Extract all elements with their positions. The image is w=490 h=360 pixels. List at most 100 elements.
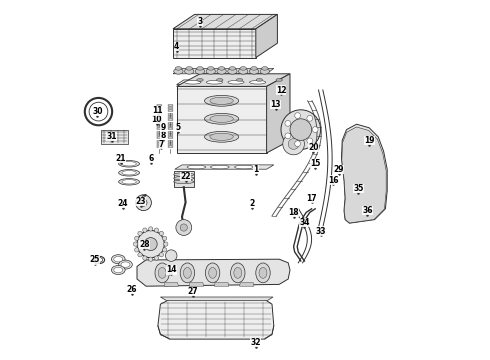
Text: 31: 31: [106, 132, 117, 141]
Ellipse shape: [236, 78, 243, 81]
Ellipse shape: [175, 67, 182, 70]
Circle shape: [138, 253, 142, 257]
Ellipse shape: [204, 131, 239, 142]
Text: 21: 21: [116, 154, 126, 163]
Circle shape: [307, 138, 313, 144]
Ellipse shape: [119, 170, 140, 176]
Ellipse shape: [240, 67, 246, 70]
Text: 3: 3: [197, 17, 203, 26]
Text: 4: 4: [174, 42, 179, 51]
Text: 9: 9: [160, 123, 166, 132]
Circle shape: [283, 133, 304, 155]
Text: 29: 29: [333, 165, 344, 174]
Text: 20: 20: [308, 143, 318, 152]
Ellipse shape: [217, 78, 223, 81]
Ellipse shape: [197, 67, 203, 70]
Ellipse shape: [114, 267, 123, 273]
Text: 28: 28: [139, 240, 149, 249]
Text: 1: 1: [253, 165, 258, 174]
Ellipse shape: [208, 67, 214, 70]
Text: 16: 16: [328, 176, 339, 185]
Polygon shape: [174, 171, 194, 187]
Circle shape: [136, 195, 151, 211]
Circle shape: [285, 121, 291, 126]
Circle shape: [143, 256, 147, 260]
Ellipse shape: [276, 78, 282, 81]
Ellipse shape: [249, 68, 259, 74]
Ellipse shape: [158, 267, 166, 278]
Ellipse shape: [174, 173, 194, 176]
Circle shape: [163, 248, 167, 252]
Text: 23: 23: [135, 197, 146, 206]
Text: 18: 18: [288, 208, 299, 217]
Circle shape: [164, 242, 168, 246]
Ellipse shape: [256, 78, 263, 81]
Text: 10: 10: [151, 115, 162, 124]
Ellipse shape: [119, 161, 140, 167]
Polygon shape: [173, 14, 277, 29]
Ellipse shape: [205, 263, 220, 283]
Circle shape: [133, 242, 138, 246]
Ellipse shape: [239, 68, 248, 74]
Text: 36: 36: [362, 206, 373, 215]
Polygon shape: [215, 283, 229, 286]
Circle shape: [148, 257, 153, 261]
Circle shape: [294, 141, 300, 147]
Ellipse shape: [155, 263, 170, 283]
Text: 14: 14: [166, 266, 176, 275]
Ellipse shape: [186, 67, 193, 70]
Circle shape: [154, 256, 159, 260]
Circle shape: [135, 248, 139, 252]
Text: 27: 27: [188, 287, 198, 296]
Ellipse shape: [114, 256, 123, 262]
Circle shape: [166, 250, 177, 261]
Text: 19: 19: [364, 136, 374, 145]
Polygon shape: [158, 300, 274, 339]
Ellipse shape: [119, 179, 140, 185]
Circle shape: [290, 119, 312, 140]
Circle shape: [159, 253, 164, 257]
Ellipse shape: [228, 81, 244, 84]
Ellipse shape: [256, 263, 270, 283]
Polygon shape: [342, 127, 386, 223]
Text: 35: 35: [353, 184, 364, 193]
Text: 7: 7: [159, 140, 164, 149]
Ellipse shape: [251, 67, 257, 70]
Ellipse shape: [209, 267, 217, 278]
Ellipse shape: [210, 133, 233, 140]
Ellipse shape: [206, 68, 216, 74]
Ellipse shape: [262, 67, 268, 70]
Text: 17: 17: [306, 194, 317, 202]
Ellipse shape: [119, 260, 132, 269]
Ellipse shape: [228, 68, 237, 74]
Circle shape: [148, 227, 153, 231]
Ellipse shape: [231, 263, 245, 283]
Circle shape: [140, 199, 147, 206]
Ellipse shape: [180, 263, 195, 283]
Ellipse shape: [219, 67, 225, 70]
Text: 26: 26: [126, 285, 137, 294]
Polygon shape: [173, 29, 256, 58]
Ellipse shape: [204, 95, 239, 106]
Circle shape: [154, 228, 159, 232]
Ellipse shape: [249, 81, 266, 84]
Polygon shape: [240, 283, 254, 286]
Circle shape: [159, 231, 164, 235]
Polygon shape: [176, 80, 272, 85]
Ellipse shape: [111, 266, 125, 275]
Text: 8: 8: [160, 131, 166, 140]
Circle shape: [176, 220, 192, 235]
Ellipse shape: [196, 68, 205, 74]
Circle shape: [180, 224, 187, 231]
Ellipse shape: [187, 165, 206, 169]
Text: 32: 32: [250, 338, 261, 347]
Polygon shape: [175, 165, 274, 169]
Text: 13: 13: [270, 100, 281, 109]
Ellipse shape: [121, 262, 130, 267]
Ellipse shape: [122, 162, 136, 166]
Ellipse shape: [234, 267, 242, 278]
Circle shape: [137, 230, 164, 258]
Ellipse shape: [260, 68, 270, 74]
Ellipse shape: [174, 180, 194, 184]
Circle shape: [294, 113, 300, 118]
